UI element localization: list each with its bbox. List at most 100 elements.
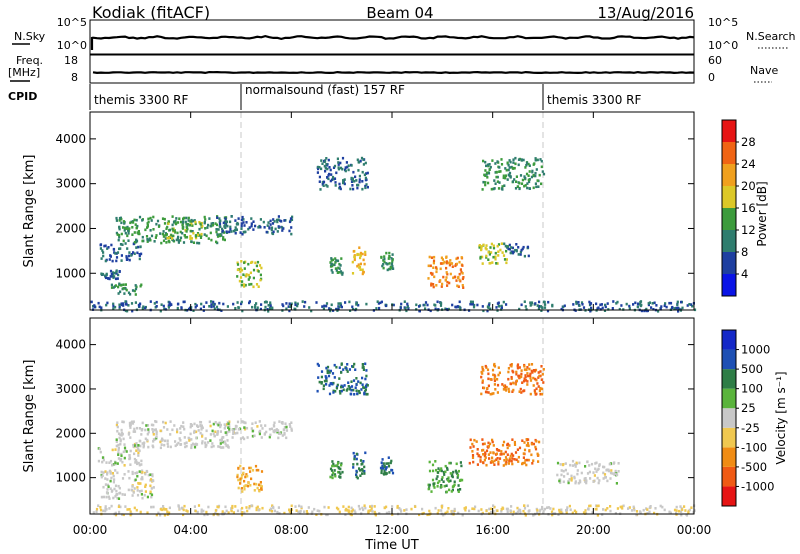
velocity-range-gate bbox=[461, 478, 464, 482]
velocity-range-gate bbox=[339, 472, 342, 476]
velocity-range-gate bbox=[535, 387, 538, 391]
power-range-gate bbox=[266, 224, 269, 227]
power-range-gate bbox=[100, 257, 103, 260]
power-range-gate bbox=[446, 280, 449, 284]
velocity-range-gate bbox=[330, 469, 334, 472]
power-range-gate bbox=[118, 235, 121, 239]
power-range-gate bbox=[205, 301, 208, 304]
power-range-gate bbox=[115, 252, 118, 255]
velocity-range-gate bbox=[276, 510, 279, 514]
power-range-gate bbox=[290, 232, 293, 236]
velocity-range-gate bbox=[116, 493, 119, 496]
power-range-gate bbox=[320, 167, 323, 171]
velocity-range-gate bbox=[144, 437, 147, 441]
velocity-range-gate bbox=[95, 507, 99, 511]
power-range-gate bbox=[534, 182, 537, 185]
power-range-gate bbox=[191, 230, 194, 233]
power-range-gate bbox=[424, 301, 428, 304]
velocity-range-gate bbox=[539, 392, 542, 396]
power-range-gate bbox=[500, 187, 503, 190]
velocity-range-gate bbox=[523, 504, 526, 507]
velocity-range-gate bbox=[264, 424, 267, 427]
power-range-gate bbox=[485, 173, 488, 176]
velocity-range-gate bbox=[497, 460, 500, 464]
velocity-range-gate bbox=[440, 485, 443, 489]
velocity-range-gate bbox=[219, 438, 222, 442]
velocity-range-gate bbox=[102, 495, 105, 499]
power-range-gate bbox=[304, 300, 307, 304]
velocity-range-gate bbox=[129, 513, 132, 517]
velocity-range-gate bbox=[123, 473, 126, 476]
velocity-range-gate bbox=[496, 378, 499, 381]
velocity-range-gate bbox=[566, 506, 569, 509]
velocity-range-gate bbox=[241, 420, 244, 423]
power-range-gate bbox=[495, 306, 498, 309]
velocity-range-gate bbox=[244, 484, 247, 487]
velocity-range-gate bbox=[496, 391, 499, 394]
power-range-gate bbox=[234, 219, 237, 222]
velocity-range-gate bbox=[536, 382, 539, 385]
power-range-gate bbox=[497, 250, 500, 253]
power-range-gate bbox=[385, 251, 388, 255]
velocity-range-gate bbox=[602, 471, 605, 475]
velocity-range-gate bbox=[500, 508, 503, 511]
power-range-gate bbox=[358, 246, 361, 249]
velocity-range-gate bbox=[331, 460, 334, 463]
power-range-gate bbox=[358, 178, 361, 181]
power-range-gate bbox=[518, 181, 521, 185]
power-range-gate bbox=[540, 165, 543, 169]
power-range-gate bbox=[194, 302, 197, 306]
velocity-range-gate bbox=[251, 422, 254, 425]
power-range-gate bbox=[670, 306, 674, 310]
power-range-gate bbox=[330, 303, 333, 307]
velocity-range-gate bbox=[337, 466, 341, 470]
power-range-gate bbox=[124, 226, 127, 230]
velocity-range-gate bbox=[99, 506, 102, 509]
power-range-gate bbox=[216, 216, 219, 219]
power-range-gate bbox=[346, 165, 349, 169]
velocity-frame bbox=[89, 317, 695, 515]
velocity-range-gate bbox=[391, 471, 395, 475]
power-range-gate bbox=[242, 221, 245, 224]
power-range-gate bbox=[264, 305, 267, 309]
power-range-gate bbox=[260, 266, 263, 270]
velocity-range-gate bbox=[120, 431, 123, 435]
velocity-range-gate bbox=[532, 513, 535, 517]
nsky-label: N.Sky bbox=[14, 30, 46, 43]
velocity-range-gate bbox=[150, 493, 154, 497]
power-range-gate bbox=[207, 237, 210, 240]
power-range-gate bbox=[338, 267, 341, 270]
power-range-gate bbox=[536, 158, 539, 162]
velocity-range-gate bbox=[159, 440, 162, 444]
velocity-range-gate bbox=[164, 439, 167, 443]
power-colorbar-segment bbox=[722, 252, 736, 274]
power-range-gate bbox=[226, 305, 229, 308]
power-range-gate bbox=[203, 233, 206, 236]
velocity-range-gate bbox=[214, 511, 217, 515]
power-range-gate bbox=[455, 257, 458, 261]
velocity-range-gate bbox=[512, 381, 515, 385]
power-range-gate bbox=[359, 251, 362, 255]
power-range-gate bbox=[406, 305, 409, 309]
velocity-range-gate bbox=[490, 459, 493, 463]
velocity-range-gate bbox=[136, 489, 139, 492]
velocity-range-gate bbox=[518, 446, 522, 450]
power-range-gate bbox=[276, 230, 279, 233]
velocity-range-gate bbox=[507, 377, 510, 381]
power-range-gate bbox=[242, 218, 245, 221]
power-range-gate bbox=[686, 304, 689, 307]
power-range-gate bbox=[355, 179, 358, 182]
power-range-gate bbox=[229, 225, 232, 229]
velocity-range-gate bbox=[464, 506, 467, 509]
velocity-range-gate bbox=[177, 441, 180, 445]
velocity-range-gate bbox=[442, 513, 445, 517]
velocity-range-gate bbox=[227, 422, 230, 425]
velocity-range-gate bbox=[675, 505, 678, 509]
velocity-range-gate bbox=[316, 362, 319, 366]
power-range-gate bbox=[331, 258, 334, 262]
velocity-range-gate bbox=[243, 485, 246, 488]
velocity-range-gate bbox=[300, 505, 303, 509]
power-range-gate bbox=[669, 301, 673, 305]
velocity-range-gate bbox=[102, 458, 105, 462]
power-range-gate bbox=[462, 276, 465, 279]
